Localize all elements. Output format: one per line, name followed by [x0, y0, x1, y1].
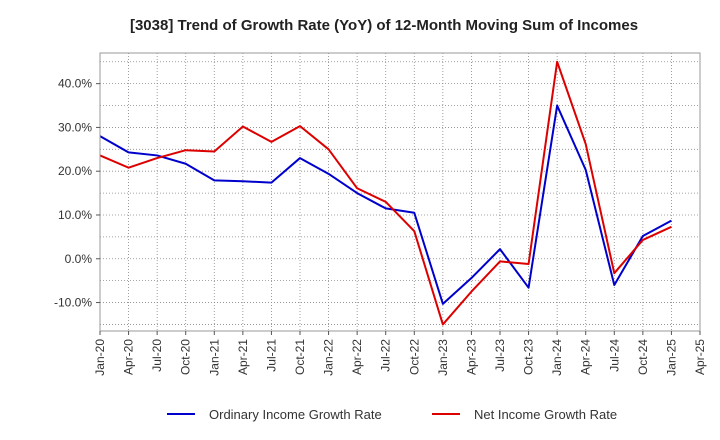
- legend-label-2: Net Income Growth Rate: [474, 407, 617, 422]
- grid: [100, 53, 700, 331]
- y-tick-label: 10.0%: [58, 208, 92, 222]
- x-tick-label: Jan-25: [664, 339, 678, 376]
- x-tick-label: Jan-23: [436, 339, 450, 376]
- x-tick-label: Oct-21: [293, 339, 307, 375]
- series-lines: [99, 60, 672, 326]
- y-tick-label: 0.0%: [65, 252, 93, 266]
- x-tick-label: Oct-20: [179, 339, 193, 375]
- x-tick-label: Apr-24: [579, 339, 593, 375]
- x-tick-label: Apr-20: [122, 339, 136, 375]
- x-tick-label: Jan-24: [550, 339, 564, 376]
- chart-title: [3038] Trend of Growth Rate (YoY) of 12-…: [130, 17, 638, 34]
- x-tick-label: Jul-20: [150, 339, 164, 372]
- y-tick-label: -10.0%: [54, 296, 92, 310]
- x-tick-label: Jan-21: [207, 339, 221, 376]
- legend-label-1: Ordinary Income Growth Rate: [209, 407, 382, 422]
- series-line-2: [99, 60, 672, 326]
- x-tick-label: Apr-21: [236, 339, 250, 375]
- x-tick-label: Jan-20: [93, 339, 107, 376]
- x-tick-label: Apr-23: [464, 339, 478, 375]
- y-tick-label: 30.0%: [58, 120, 92, 134]
- plot-area-frame: [99, 52, 701, 332]
- x-tick-label: Jul-24: [607, 339, 621, 372]
- x-tick-label: Jul-21: [264, 339, 278, 372]
- x-tick-label: Oct-22: [407, 339, 421, 375]
- x-tick-label: Oct-23: [522, 339, 536, 375]
- series-line-1: [99, 104, 672, 305]
- x-tick-label: Apr-25: [693, 339, 707, 375]
- x-tick-label: Apr-22: [350, 339, 364, 375]
- y-axis: -10.0% 0.0% 10.0% 20.0% 30.0% 40.0%: [54, 77, 100, 310]
- x-axis: Jan-20 Apr-20 Jul-20 Oct-20 Jan-21 Apr-21 Jul-…: [93, 331, 707, 376]
- x-tick-label: Jul-22: [379, 339, 393, 372]
- x-tick-label: Jan-22: [322, 339, 336, 376]
- y-tick-label: 20.0%: [58, 164, 92, 178]
- legend: Ordinary Income Growth Rate Net Income Gr…: [167, 407, 617, 422]
- x-tick-label: Jul-23: [493, 339, 507, 372]
- y-tick-label: 40.0%: [58, 77, 92, 91]
- x-tick-label: Oct-24: [636, 339, 650, 375]
